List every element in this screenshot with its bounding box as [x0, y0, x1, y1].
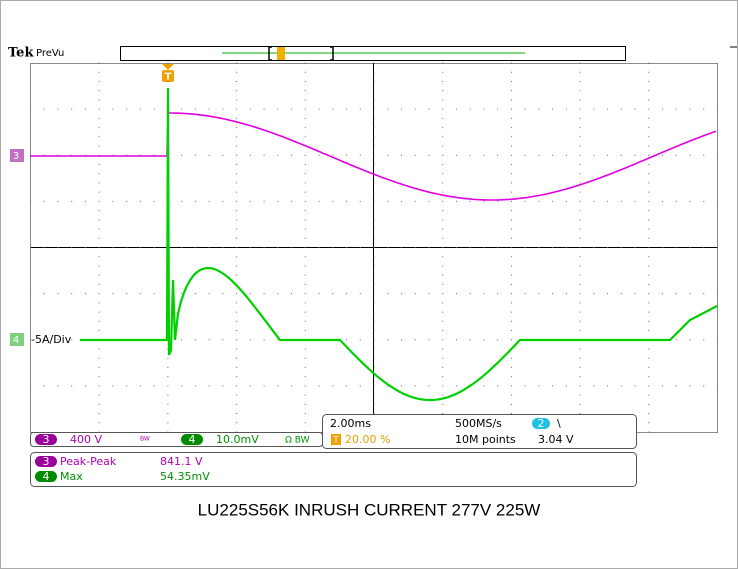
badge-text: T: [332, 436, 339, 446]
badge: [532, 418, 550, 429]
trigger-level: 3.04 V: [538, 433, 574, 446]
ch4-scale: 10.0mV: [216, 433, 259, 446]
measurements: [30, 452, 637, 487]
badge-text: 3: [43, 455, 50, 468]
view-brackets: [268, 46, 334, 61]
trigger-pos: [277, 47, 285, 60]
badge-text: 4: [189, 433, 196, 446]
mode: PreVu: [36, 48, 64, 59]
trigger-letter: T: [165, 72, 172, 83]
badge: [35, 434, 57, 445]
ch4-coupling: Ω BW: [285, 436, 310, 446]
trigger-position: 20.00 %: [345, 433, 390, 446]
caption: LU225S56K INRUSH CURRENT 277V 225W: [198, 500, 541, 519]
ch4-marker-label: 4: [13, 335, 19, 346]
ch4-marker: [10, 333, 24, 346]
badge-text: 4: [43, 470, 50, 483]
ch4-note: -5A/Div: [31, 333, 72, 346]
ch3-marker: [10, 149, 24, 162]
meas-name: Peak-Peak: [60, 455, 117, 468]
meas-name: Max: [60, 470, 83, 483]
ch3-bw: BW: [140, 436, 150, 443]
record-length: 10M points: [455, 433, 516, 446]
timebase: 2.00ms: [330, 417, 371, 430]
badge: [35, 456, 57, 467]
trigger-arrow: [162, 64, 174, 70]
status-right: [322, 414, 637, 449]
trigger-badge: [162, 70, 174, 82]
ch3-scale: 400 V: [70, 433, 102, 446]
badge: [331, 434, 341, 445]
trigger-slope: \: [557, 417, 561, 430]
badge: [35, 471, 57, 482]
meas-value: 841.1 V: [160, 455, 203, 468]
badge: [181, 434, 203, 445]
badge-text: 3: [43, 433, 50, 446]
brand: Tek: [8, 46, 34, 61]
ch3-waveform: [30, 112, 717, 201]
ch3-marker-label: 3: [13, 151, 19, 162]
meas-value: 54.35mV: [160, 470, 210, 483]
badge-text: 2: [538, 417, 545, 430]
ch4-waveform: [80, 87, 718, 402]
sample-rate: 500MS/s: [455, 417, 502, 430]
